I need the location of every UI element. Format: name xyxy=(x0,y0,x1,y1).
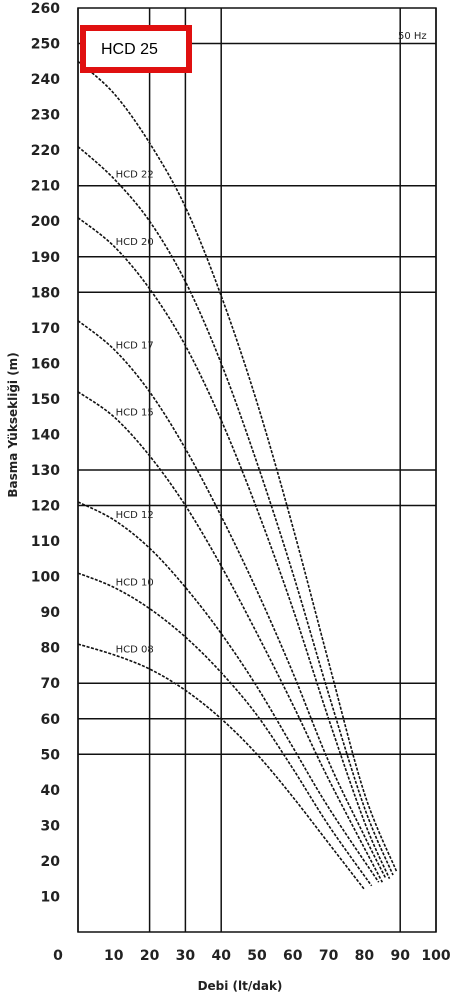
x-tick-label: 60 xyxy=(283,948,303,964)
pump-curves xyxy=(77,60,398,890)
x-tick-label: 40 xyxy=(211,948,231,964)
curve-hcd-17 xyxy=(77,320,387,880)
y-tick-label: 120 xyxy=(31,499,60,515)
curve-label-hcd-12: HCD 12 xyxy=(116,510,154,521)
curve-label-hcd-08: HCD 08 xyxy=(116,645,154,656)
y-tick-label: 220 xyxy=(31,143,60,159)
curve-hcd-20 xyxy=(77,217,391,880)
frequency-label: 50 Hz xyxy=(398,31,427,42)
x-tick-label: 30 xyxy=(176,948,196,964)
y-tick-label: 60 xyxy=(41,712,61,728)
y-tick-label: 250 xyxy=(31,37,60,53)
y-tick-label: 180 xyxy=(31,285,60,301)
curve-labels: HCD 08 HCD 10 HCD 12 HCD 15 HCD 17 HCD 20 HCD … xyxy=(116,170,154,656)
curve-hcd-12 xyxy=(77,501,380,883)
curve-hcd-22 xyxy=(77,146,394,876)
curve-label-hcd-10: HCD 10 xyxy=(116,577,154,588)
y-axis-ticks: 10 20 30 40 50 60 70 80 90 100 110 120 130 140 150 160 1… xyxy=(31,1,60,905)
y-tick-label: 20 xyxy=(41,854,61,870)
x-tick-label: 50 xyxy=(247,948,267,964)
curve-label-hcd-15: HCD 15 xyxy=(116,408,154,419)
curve-label-hcd-17: HCD 17 xyxy=(116,340,154,351)
y-tick-label: 160 xyxy=(31,356,60,372)
curve-hcd-15 xyxy=(77,391,384,883)
y-tick-label: 200 xyxy=(31,214,60,230)
y-tick-label: 10 xyxy=(41,889,61,905)
grid xyxy=(77,7,437,933)
y-tick-label: 50 xyxy=(41,747,61,763)
y-tick-label: 150 xyxy=(31,392,60,408)
x-tick-label: 20 xyxy=(140,948,160,964)
curve-hcd-10 xyxy=(77,572,373,887)
y-tick-label: 240 xyxy=(31,72,60,88)
x-axis-label: Debi (lt/dak) xyxy=(198,979,283,993)
x-tick-label: 70 xyxy=(319,948,339,964)
x-tick-label: 90 xyxy=(390,948,410,964)
highlight-badge-text: HCD 25 xyxy=(101,41,158,58)
y-tick-label: 100 xyxy=(31,570,60,586)
y-tick-label: 110 xyxy=(31,534,60,550)
y-tick-label: 210 xyxy=(31,179,60,195)
y-axis-label: Basma Yüksekliği (m) xyxy=(6,352,20,497)
curve-label-hcd-20: HCD 20 xyxy=(116,237,154,248)
x-tick-label: 80 xyxy=(355,948,375,964)
y-tick-label: 140 xyxy=(31,427,60,443)
highlight-badge-frame xyxy=(80,25,192,73)
y-tick-label: 260 xyxy=(31,1,60,17)
y-tick-label: 70 xyxy=(41,676,61,692)
y-tick-label: 230 xyxy=(31,108,60,124)
y-tick-label: 90 xyxy=(41,605,61,621)
x-axis-ticks: 0 10 20 30 40 50 60 70 80 90 100 xyxy=(53,948,451,964)
y-tick-label: 190 xyxy=(31,250,60,266)
highlight-badge: HCD 25 xyxy=(80,25,192,73)
x-tick-label: 0 xyxy=(53,948,63,964)
curve-hcd-08 xyxy=(77,643,366,890)
x-tick-label: 10 xyxy=(104,948,124,964)
x-tick-label: 100 xyxy=(421,948,450,964)
y-tick-label: 30 xyxy=(41,818,61,834)
y-tick-label: 170 xyxy=(31,321,60,337)
curve-hcd-25 xyxy=(77,60,398,872)
y-tick-label: 80 xyxy=(41,641,61,657)
y-tick-label: 40 xyxy=(41,783,61,799)
curve-label-hcd-22: HCD 22 xyxy=(116,170,154,181)
y-tick-label: 130 xyxy=(31,463,60,479)
